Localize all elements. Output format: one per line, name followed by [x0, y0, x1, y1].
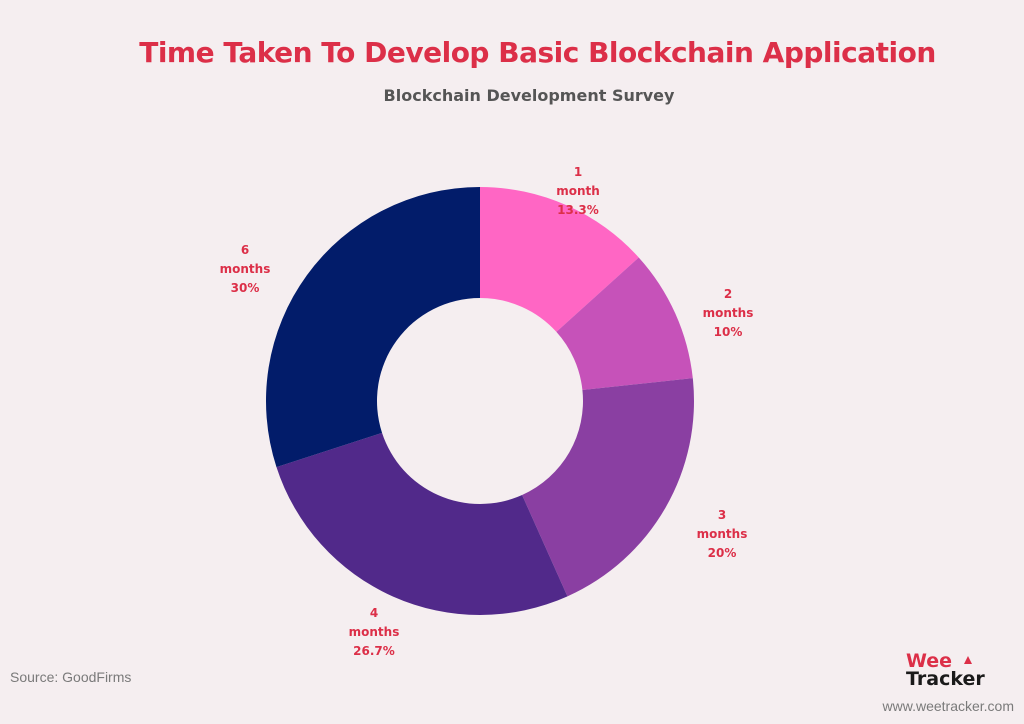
- logo-caret-icon: [964, 656, 972, 664]
- logo-tracker: Tracker: [906, 656, 985, 690]
- slice-1-month: [480, 187, 639, 332]
- slice-6-months: [265, 187, 480, 468]
- slice-2-months: [556, 257, 693, 391]
- slice-4-months: [276, 432, 568, 615]
- slice-label-2-months: 2 months 10%: [703, 287, 754, 339]
- slice-label-6-months: 6 months 30%: [220, 243, 271, 295]
- logo-tracker-text: Tracker: [906, 668, 985, 690]
- slice-label-1-month: 1 month 13.3%: [556, 165, 600, 217]
- slice-labels: 1 month 13.3% 2 months 10% 3 months 20% 4 months 26…: [220, 165, 754, 658]
- slice-label-3-months: 3 months 20%: [697, 508, 748, 560]
- chart-title: Time Taken To Develop Basic Blockchain A…: [139, 36, 936, 69]
- chart-subtitle: Blockchain Development Survey: [383, 86, 675, 105]
- logo-wee: Wee: [906, 650, 953, 672]
- website-url: www.weetracker.com: [882, 698, 1014, 714]
- slice-label-4-months: 4 months 26.7%: [349, 606, 400, 658]
- slice-3-months: [522, 378, 695, 597]
- source-note: Source: GoodFirms: [10, 669, 132, 685]
- donut-slices: [265, 187, 695, 615]
- weetracker-logo: Wee Tracker: [906, 650, 985, 690]
